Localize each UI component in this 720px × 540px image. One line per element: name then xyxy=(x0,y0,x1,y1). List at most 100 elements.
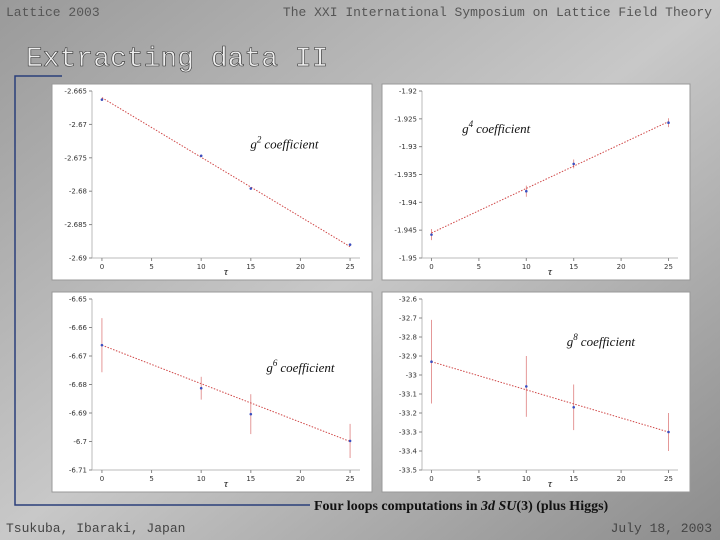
y-tick-label: -1.935 xyxy=(394,171,417,179)
x-axis-label: τ xyxy=(548,266,553,278)
x-tick-label: 10 xyxy=(197,263,206,271)
y-tick-label: -2.67 xyxy=(69,121,87,129)
x-tick-label: 20 xyxy=(617,475,626,483)
y-tick-label: -2.665 xyxy=(64,88,87,96)
y-tick-label: -1.92 xyxy=(399,88,417,96)
slide-title: Extracting data II xyxy=(26,44,328,75)
annotation-text: coefficient xyxy=(476,121,531,136)
annotation: g4 coefficient xyxy=(462,119,531,136)
data-point xyxy=(430,233,433,236)
data-point xyxy=(100,98,104,101)
annotation-text: coefficient xyxy=(264,137,319,152)
x-tick-label: 15 xyxy=(569,475,578,483)
fit-line xyxy=(101,97,351,248)
y-tick-label: -33.5 xyxy=(399,467,417,475)
footer-right: July 18, 2003 xyxy=(611,521,712,536)
y-tick-label: -33.2 xyxy=(399,410,417,418)
x-tick-label: 20 xyxy=(617,263,626,271)
x-tick-label: 5 xyxy=(149,263,153,271)
x-tick-label: 25 xyxy=(346,475,355,483)
data-point xyxy=(572,406,576,409)
y-tick-label: -2.68 xyxy=(69,188,87,196)
x-tick-label: 10 xyxy=(522,263,531,271)
y-tick-label: -6.69 xyxy=(69,410,87,418)
header-left: Lattice 2003 xyxy=(6,5,100,20)
x-axis-label: τ xyxy=(224,478,229,490)
panel xyxy=(51,291,373,493)
annotation-power: 2 xyxy=(257,135,262,145)
annotation-base: g xyxy=(266,360,273,375)
x-tick-label: 25 xyxy=(664,263,673,271)
annotation-power: 8 xyxy=(573,332,578,342)
x-axis-label: τ xyxy=(548,478,553,490)
data-point xyxy=(348,439,352,443)
panel xyxy=(381,291,691,493)
annotation-base: g xyxy=(567,334,574,349)
data-point xyxy=(199,154,203,158)
data-point xyxy=(199,386,203,390)
y-tick-label: -1.93 xyxy=(399,143,417,151)
data-point xyxy=(249,412,253,416)
y-tick-label: -32.6 xyxy=(399,296,418,304)
y-tick-label: -32.9 xyxy=(399,353,417,361)
x-tick-label: 25 xyxy=(346,263,355,271)
x-tick-label: 25 xyxy=(664,475,673,483)
data-point xyxy=(430,360,433,364)
x-tick-label: 0 xyxy=(100,263,104,271)
data-point xyxy=(667,430,670,434)
x-tick-label: 15 xyxy=(569,263,578,271)
annotation-base: g xyxy=(462,121,469,136)
caption-paren: (3) xyxy=(516,499,533,514)
x-axis-label: τ xyxy=(224,266,229,278)
annotation-text: coefficient xyxy=(280,360,335,375)
data-point xyxy=(572,162,576,166)
caption-end: (plus Higgs) xyxy=(536,499,608,514)
y-tick-label: -1.95 xyxy=(399,255,417,263)
data-point xyxy=(667,121,670,125)
y-tick-label: -6.65 xyxy=(69,296,87,304)
panel xyxy=(381,83,691,281)
annotation-power: 6 xyxy=(273,358,278,368)
data-point xyxy=(249,187,253,190)
y-tick-label: -6.67 xyxy=(69,353,87,361)
data-point xyxy=(524,189,528,193)
fit-line xyxy=(431,361,669,433)
y-tick-label: -2.69 xyxy=(69,255,87,263)
y-tick-label: -6.66 xyxy=(69,324,88,332)
y-tick-label: -33 xyxy=(406,372,417,380)
x-tick-label: 5 xyxy=(477,475,481,483)
x-tick-label: 0 xyxy=(429,263,433,271)
y-tick-label: -6.68 xyxy=(69,381,87,389)
y-tick-label: -32.7 xyxy=(399,315,417,323)
y-tick-label: -32.8 xyxy=(399,334,417,342)
bracket xyxy=(14,75,310,506)
x-tick-label: 10 xyxy=(522,475,531,483)
caption: Four loops computations in 3d SU(3) (plu… xyxy=(314,499,609,514)
annotation-power: 4 xyxy=(469,119,474,129)
y-tick-label: -33.4 xyxy=(399,448,418,456)
data-point xyxy=(348,243,352,246)
x-tick-label: 15 xyxy=(246,475,255,483)
x-tick-label: 20 xyxy=(296,263,305,271)
fit-line xyxy=(101,344,351,442)
y-tick-label: -6.7 xyxy=(73,438,87,446)
y-tick-label: -1.94 xyxy=(399,199,418,207)
x-tick-label: 10 xyxy=(197,475,206,483)
x-tick-label: 0 xyxy=(429,475,433,483)
data-point xyxy=(524,385,528,388)
y-tick-label: -2.685 xyxy=(64,221,87,229)
header-right: The XXI International Symposium on Latti… xyxy=(283,5,712,20)
x-tick-label: 20 xyxy=(296,475,305,483)
annotation-base: g xyxy=(250,137,257,152)
y-tick-label: -33.1 xyxy=(399,391,417,399)
annotation: g8 coefficient xyxy=(567,332,636,349)
y-tick-label: -6.71 xyxy=(69,467,87,475)
x-tick-label: 15 xyxy=(246,263,255,271)
annotation-text: coefficient xyxy=(581,334,636,349)
panel xyxy=(51,83,373,281)
y-tick-label: -1.925 xyxy=(394,115,417,123)
caption-start: Four loops computations in xyxy=(314,499,478,514)
annotation: g6 coefficient xyxy=(266,358,335,375)
